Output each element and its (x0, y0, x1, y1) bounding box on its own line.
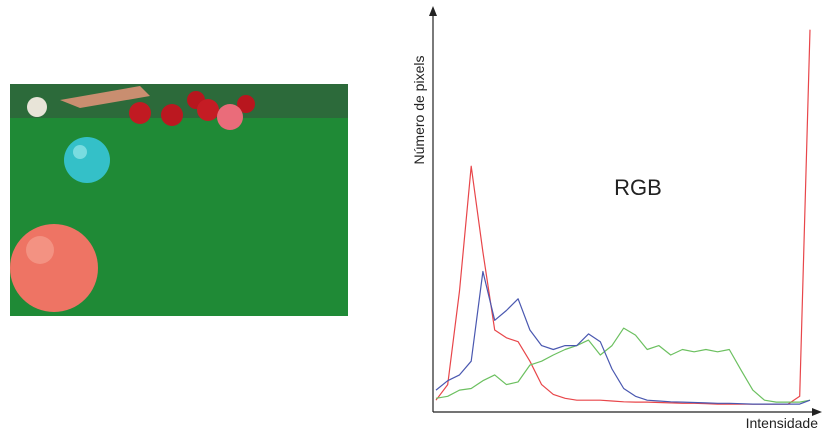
series-line (436, 30, 810, 404)
annotation: RGB (614, 175, 662, 200)
series-line (436, 328, 810, 402)
photo (10, 84, 348, 316)
y-axis-title: Número de pixels (411, 56, 427, 165)
x-axis-title: Intensidade (746, 415, 819, 431)
series-line (436, 272, 810, 405)
page: Número de pixels Intensidade RGB (0, 0, 822, 434)
histogram: Número de pixels Intensidade RGB (411, 6, 822, 431)
